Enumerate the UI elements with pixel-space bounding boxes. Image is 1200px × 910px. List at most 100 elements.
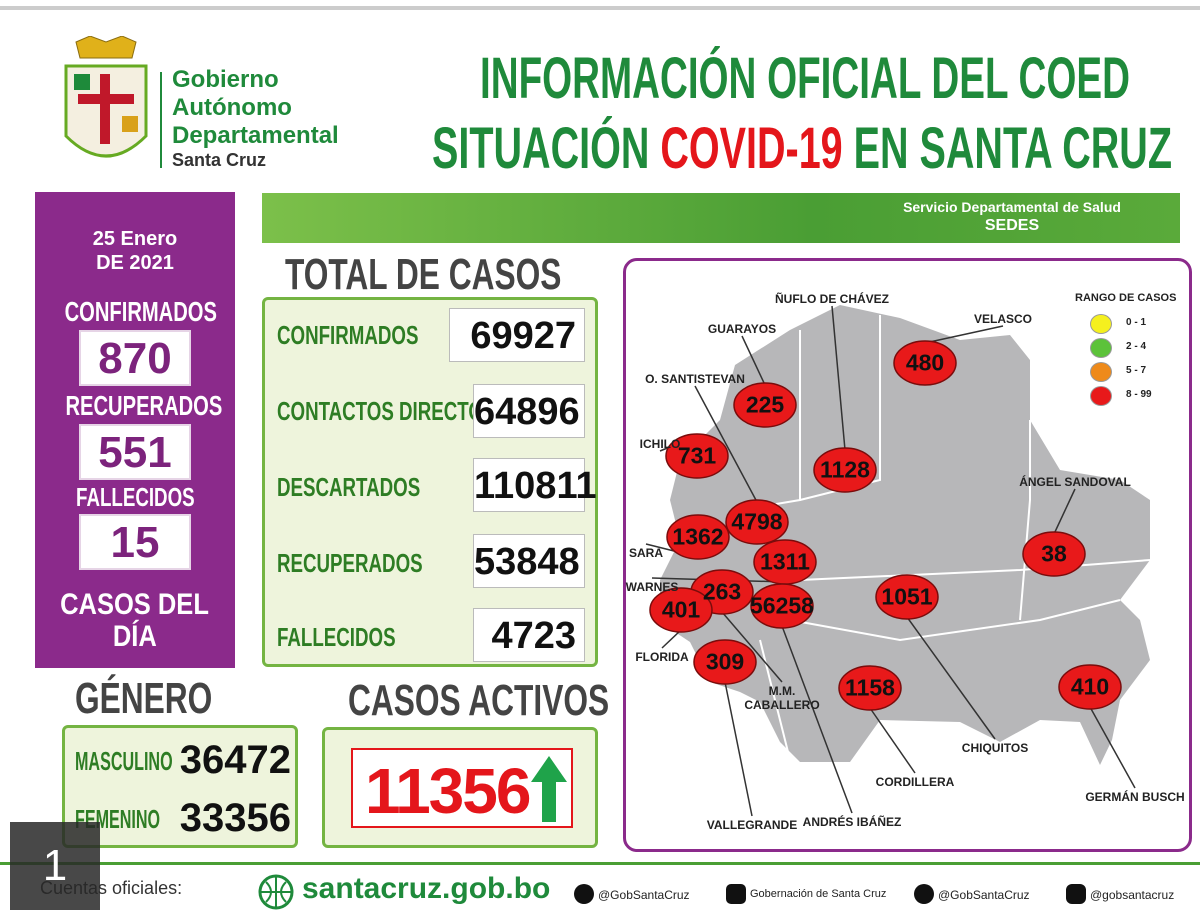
gender-value: 33356	[179, 796, 291, 840]
legend-swatch	[1090, 314, 1112, 334]
province-name: ANDRÉS IBÁÑEZ	[802, 815, 902, 829]
case-marker	[665, 433, 729, 479]
legend-swatch	[1090, 386, 1112, 406]
daily-panel: 25 Enero DE 2021 CONFIRMADOS 870 RECUPER…	[35, 192, 235, 668]
top-border	[0, 6, 1200, 10]
leader-line	[694, 385, 758, 503]
case-marker	[666, 514, 730, 560]
total-label: RECUPERADOS	[277, 548, 423, 578]
case-marker	[1058, 664, 1122, 710]
title-line: SITUACIÓN COVID-19 EN SANTA CRUZ	[432, 116, 1172, 180]
daily-value: 870	[79, 330, 191, 386]
twitter-icon	[914, 884, 934, 904]
gender-title: GÉNERO	[75, 674, 213, 723]
banner: Servicio Departamental de Salud SEDES	[262, 193, 1180, 243]
footer-account: @gobsantacruz	[1090, 888, 1175, 902]
title-highlight: COVID-19	[660, 116, 842, 180]
province-value: 401	[661, 596, 701, 623]
date: 25 Enero	[92, 228, 178, 250]
gender-label: MASCULINO	[75, 746, 173, 776]
province-value: 1362	[672, 523, 724, 550]
case-marker	[838, 665, 902, 711]
legend-swatch	[1090, 362, 1112, 382]
case-marker	[649, 587, 713, 633]
province-value: 56258	[750, 592, 814, 619]
province-value: 1128	[820, 456, 870, 483]
active-value: 11356	[365, 755, 531, 827]
total-label: DESCARTADOS	[277, 472, 421, 502]
province-name: ICHILO	[639, 437, 681, 451]
case-marker	[813, 447, 877, 493]
org-line: Autónomo	[172, 94, 292, 121]
total-value: 69927	[449, 308, 585, 362]
province-value: 1051	[881, 583, 933, 610]
province-name: O. SANTISTEVAN	[645, 372, 745, 386]
leader-line	[924, 325, 1004, 344]
daily-label: RECUPERADOS	[65, 390, 223, 421]
active-box: 11356	[322, 727, 598, 848]
total-value: 110811	[473, 458, 597, 512]
date: DE 2021	[96, 252, 174, 274]
daily-caption: DÍA	[113, 620, 157, 653]
province-value: 731	[677, 442, 717, 469]
title-line: INFORMACIÓN OFICIAL DEL COED	[480, 46, 1130, 111]
daily-caption: CASOS DEL	[60, 588, 210, 621]
province-value: 4798	[731, 508, 783, 535]
case-marker	[693, 639, 757, 685]
youtube-icon	[726, 884, 746, 904]
divider	[160, 72, 162, 168]
case-marker	[750, 583, 814, 629]
footer-account: @GobSantaCruz	[938, 888, 1030, 902]
active-title: CASOS ACTIVOS	[348, 676, 610, 725]
province-value: 263	[702, 578, 742, 605]
org-line: Departamental	[172, 122, 339, 149]
daily-value: 551	[79, 424, 191, 480]
up-arrow	[531, 756, 567, 822]
province-name: M.M. CABALLERO	[744, 684, 820, 712]
total-label: FALLECIDOS	[277, 622, 396, 652]
total-label: CONTACTOS DIRECTOS	[277, 396, 496, 426]
footer-account: Gobernación de Santa Cruz	[750, 888, 887, 900]
legend-label: 2 - 4	[1126, 341, 1147, 352]
province-name: GERMÁN BUSCH	[1085, 790, 1185, 804]
legend-swatch	[1090, 338, 1112, 358]
leader-line	[906, 616, 996, 740]
province-name: FLORIDA	[635, 650, 689, 664]
province-value: 1311	[760, 548, 810, 575]
province-value: 1158	[845, 674, 895, 701]
daily-label: FALLECIDOS	[75, 482, 195, 512]
province-name: CORDILLERA	[875, 775, 955, 789]
daily-label: CONFIRMADOS	[64, 296, 217, 327]
daily-value: 15	[79, 514, 191, 570]
leader-line	[869, 707, 916, 774]
globe-icon	[258, 874, 294, 910]
leader-line	[741, 335, 766, 386]
active-frame: 11356	[351, 748, 573, 828]
province-name: SARA	[628, 546, 664, 560]
totals-box: CONFIRMADOS 69927 CONTACTOS DIRECTOS 648…	[262, 297, 598, 667]
legend-title: RANGO DE CASOS	[1075, 292, 1177, 304]
total-value: 64896	[473, 384, 585, 438]
case-marker	[875, 574, 939, 620]
gender-box: MASCULINO 36472 FEMENINO 33356	[62, 725, 298, 848]
title: INFORMACIÓN OFICIAL DEL COED SITUACIÓN C…	[432, 46, 1172, 180]
banner-acronym: SEDES	[984, 217, 1040, 234]
legend-label: 5 - 7	[1126, 365, 1147, 376]
province-name: GUARAYOS	[707, 322, 777, 336]
province-name: VELASCO	[973, 312, 1033, 326]
footer-site: santacruz.gob.bo	[302, 872, 551, 905]
province-value: 480	[905, 349, 945, 376]
org-place: Santa Cruz	[172, 150, 267, 170]
legend-label: 0 - 1	[1126, 317, 1147, 328]
banner-service: Servicio Departamental de Salud	[903, 199, 1121, 215]
case-marker	[725, 499, 789, 545]
leader-line	[831, 305, 846, 451]
page-number: 1	[10, 822, 100, 910]
footer-account: @GobSantaCruz	[598, 888, 690, 902]
province-value: 38	[1041, 540, 1067, 567]
total-value: 53848	[473, 534, 585, 588]
title-part: SITUACIÓN	[432, 116, 660, 180]
facebook-icon	[574, 884, 594, 904]
leader-line	[721, 611, 783, 683]
